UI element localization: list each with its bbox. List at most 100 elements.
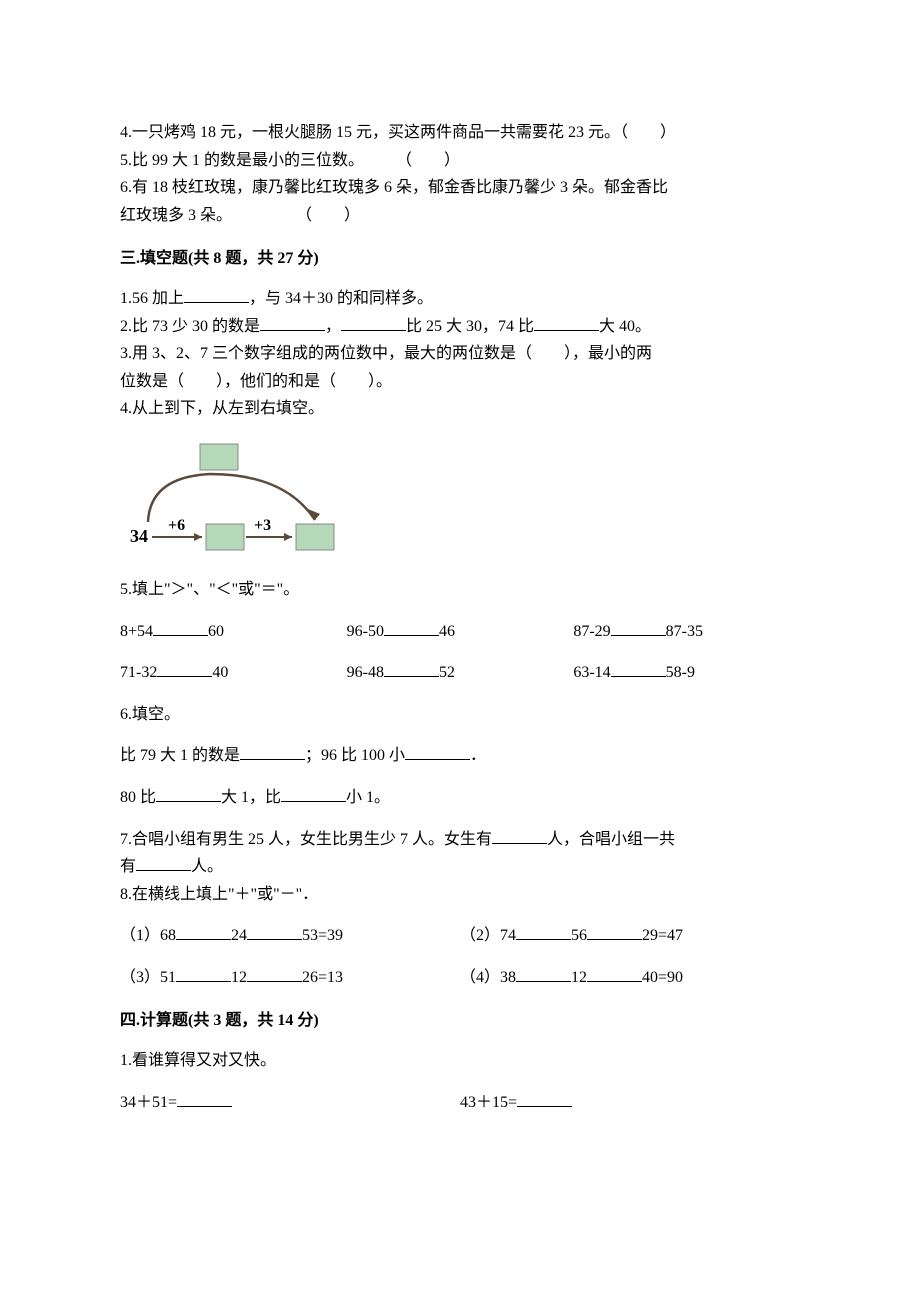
q8-2-b2[interactable] <box>587 924 642 940</box>
judge-q4: 4.一只烤鸡 18 元，一根火腿肠 15 元，买这两件商品一共需要花 23 元。… <box>120 120 800 146</box>
fill-q8-row1: （1）68 24 53=39 （2）74 56 29=47 <box>120 923 800 949</box>
fill-q7-line1: 7.合唱小组有男生 25 人，女生比男生少 7 人。女生有人，合唱小组一共 <box>120 827 800 853</box>
q5-r1-b-left: 96-50 <box>347 623 384 640</box>
q8-4: （4）38 12 40=90 <box>460 965 800 991</box>
q5-r2-c-right: 58-9 <box>666 664 695 681</box>
q8-3-b2[interactable] <box>247 966 302 982</box>
q8-4-b: 12 <box>571 969 587 986</box>
section-4-header: 四.计算题(共 3 题，共 14 分) <box>120 1008 800 1034</box>
fill-q2-blank3[interactable] <box>534 315 599 331</box>
fill-q7-t3: 有 <box>120 858 136 875</box>
fill-q6b-t1: 80 比 <box>120 789 156 806</box>
q8-4-b2[interactable] <box>587 966 642 982</box>
q5-r2-b-left: 96-48 <box>347 664 384 681</box>
q8-4-a: （4）38 <box>460 969 516 986</box>
fill-q6: 6.填空。 <box>120 702 800 728</box>
q8-1-a: （1）68 <box>120 927 176 944</box>
fill-q8: 8.在横线上填上"＋"或"－"． <box>120 882 800 908</box>
calc-q1-row: 34＋51= 43＋15= <box>120 1090 800 1116</box>
fill-q5-row2: 71-3240 96-4852 63-1458-9 <box>120 660 800 686</box>
fill-q1-text1: 1.56 加上 <box>120 290 184 307</box>
section-3-header: 三.填空题(共 8 题，共 27 分) <box>120 246 800 272</box>
q5-r2-c-left: 63-14 <box>573 664 610 681</box>
fill-q2: 2.比 73 少 30 的数是，比 25 大 30，74 比大 40。 <box>120 314 800 340</box>
fill-q7-b1[interactable] <box>492 828 547 844</box>
fill-q8-row2: （3）51 12 26=13 （4）38 12 40=90 <box>120 965 800 991</box>
fill-q6b-b2[interactable] <box>281 786 346 802</box>
fill-q6b: 80 比 大 1，比 小 1。 <box>120 785 800 811</box>
q8-3-a: （3）51 <box>120 969 176 986</box>
calc-q1b-blank[interactable] <box>517 1091 572 1107</box>
fill-q7-t2: 人，合唱小组一共 <box>547 831 675 848</box>
calc-q1b-text: 43＋15= <box>460 1094 517 1111</box>
q5-r2-c: 63-14 58-9 <box>573 660 800 686</box>
fill-q6b-t2: 大 1，比 <box>221 789 281 806</box>
fill-q6b-b1[interactable] <box>156 786 221 802</box>
calc-q1a-text: 34＋51= <box>120 1094 177 1111</box>
fill-q2-text4: 大 40。 <box>599 318 651 335</box>
calc-q1a: 34＋51= <box>120 1090 460 1116</box>
fill-q1-text2: ，与 34＋30 的和同样多。 <box>249 290 433 307</box>
q8-4-c: 40=90 <box>642 969 683 986</box>
q8-3-c: 26=13 <box>302 969 343 986</box>
q5-r2-a-blank[interactable] <box>157 661 212 677</box>
fill-q6a-b2[interactable] <box>405 744 470 760</box>
q8-2-c: 29=47 <box>642 927 683 944</box>
fill-q2-blank2[interactable] <box>341 315 406 331</box>
q8-1: （1）68 24 53=39 <box>120 923 460 949</box>
fill-q6a-b1[interactable] <box>240 744 305 760</box>
flow-diagram: 34 +6 +3 <box>120 442 340 552</box>
calc-q1b: 43＋15= <box>460 1090 800 1116</box>
q5-r1-b: 96-5046 <box>347 619 574 645</box>
fill-q2-text1: 2.比 73 少 30 的数是 <box>120 318 260 335</box>
q5-r1-a-left: 8+54 <box>120 623 153 640</box>
q5-r2-c-blank[interactable] <box>611 661 666 677</box>
calc-q1a-blank[interactable] <box>177 1091 232 1107</box>
fill-q6a-t2: ；96 比 100 小 <box>305 747 405 764</box>
q8-3-b1[interactable] <box>176 966 231 982</box>
flow-diagram-svg: 34 +6 +3 <box>120 442 340 552</box>
q8-1-c: 53=39 <box>302 927 343 944</box>
svg-text:+3: +3 <box>254 517 271 534</box>
calc-q1: 1.看谁算得又对又快。 <box>120 1048 800 1074</box>
q8-1-b: 24 <box>231 927 247 944</box>
fill-q4: 4.从上到下，从左到右填空。 <box>120 396 800 422</box>
q5-r1-b-blank[interactable] <box>384 620 439 636</box>
q5-r2-b-blank[interactable] <box>384 661 439 677</box>
q8-2: （2）74 56 29=47 <box>460 923 800 949</box>
fill-q1-blank[interactable] <box>184 287 249 303</box>
q5-r1-c: 87-29 87-35 <box>573 619 800 645</box>
q5-r2-a: 71-32 40 <box>120 660 347 686</box>
fill-q1: 1.56 加上 ，与 34＋30 的和同样多。 <box>120 286 800 312</box>
q5-r1-c-right: 87-35 <box>666 623 703 640</box>
q5-r1-c-left: 87-29 <box>573 623 610 640</box>
fill-q6a-t3: ． <box>470 747 486 764</box>
q8-1-b2[interactable] <box>247 924 302 940</box>
fill-q5-row1: 8+54 60 96-5046 87-29 87-35 <box>120 619 800 645</box>
q8-3: （3）51 12 26=13 <box>120 965 460 991</box>
fill-q6b-t3: 小 1。 <box>346 789 390 806</box>
fill-q6a-t1: 比 79 大 1 的数是 <box>120 747 240 764</box>
fill-q6a: 比 79 大 1 的数是 ；96 比 100 小 ． <box>120 743 800 769</box>
fill-q7-t4: 人。 <box>191 858 223 875</box>
q5-r1-a-blank[interactable] <box>153 620 208 636</box>
q8-4-b1[interactable] <box>516 966 571 982</box>
q5-r1-a: 8+54 60 <box>120 619 347 645</box>
fill-q5: 5.填上"＞"、"＜"或"＝"。 <box>120 577 800 603</box>
q8-3-b: 12 <box>231 969 247 986</box>
q5-r2-a-left: 71-32 <box>120 664 157 681</box>
svg-text:34: 34 <box>130 526 148 546</box>
q8-2-a: （2）74 <box>460 927 516 944</box>
fill-q7-b2[interactable] <box>136 855 191 871</box>
judge-q5: 5.比 99 大 1 的数是最小的三位数。 （ ） <box>120 148 800 174</box>
q5-r2-a-right: 40 <box>212 664 228 681</box>
svg-text:+6: +6 <box>168 517 185 534</box>
fill-q2-blank1[interactable] <box>260 315 325 331</box>
q5-r1-c-blank[interactable] <box>611 620 666 636</box>
q8-2-b: 56 <box>571 927 587 944</box>
fill-q7-line2: 有 人。 <box>120 854 800 880</box>
q8-1-b1[interactable] <box>176 924 231 940</box>
q5-r1-a-right: 60 <box>208 623 224 640</box>
q8-2-b1[interactable] <box>516 924 571 940</box>
fill-q2-text3: 比 25 大 30，74 比 <box>406 318 534 335</box>
